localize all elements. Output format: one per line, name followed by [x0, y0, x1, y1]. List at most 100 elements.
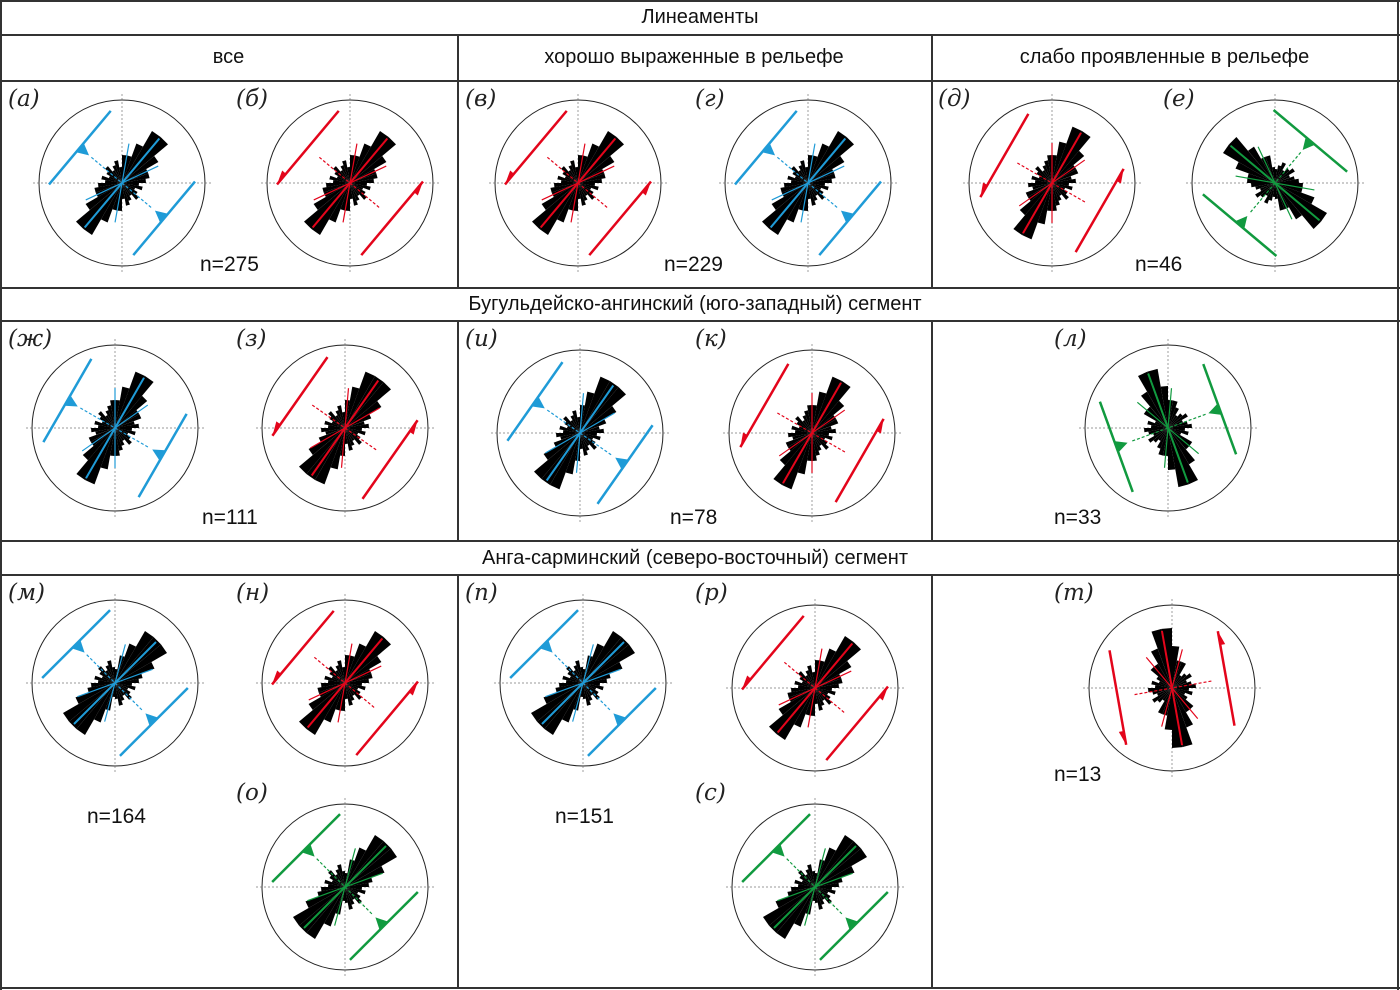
- rose-petal: [812, 433, 817, 461]
- rose-petal: [541, 183, 578, 210]
- slip-vector-line: [776, 156, 840, 210]
- rose-petal: [345, 835, 384, 887]
- rose-diagram: [726, 798, 904, 976]
- rose-petal: [107, 405, 115, 428]
- rose-petal: [812, 419, 839, 433]
- rose-petal: [1163, 428, 1168, 456]
- rose-petal: [1156, 676, 1172, 688]
- rose-petal: [342, 160, 350, 183]
- rose-petal: [115, 386, 130, 428]
- rose-petal: [812, 433, 820, 456]
- fault-line: [979, 113, 1030, 198]
- rose-petal: [798, 671, 815, 688]
- rose-petal: [345, 847, 366, 887]
- column-divider: [931, 320, 933, 540]
- rose-petal: [345, 428, 348, 444]
- rose-diagram: [723, 344, 901, 522]
- rose-petal: [808, 183, 818, 201]
- rose-petal: [583, 644, 635, 683]
- rose-petal: [331, 676, 345, 683]
- rose-diagram: [719, 94, 897, 272]
- rose-petal: [815, 688, 823, 711]
- panel-label: (в): [465, 86, 497, 112]
- rose-petal: [345, 673, 373, 683]
- rose-petal: [1275, 178, 1299, 183]
- rose-petal: [550, 433, 580, 490]
- rose-petal: [583, 683, 591, 706]
- rose-petal: [808, 178, 832, 183]
- rose-petal: [763, 887, 815, 926]
- rose-petal: [787, 183, 808, 223]
- rose-petal: [1144, 428, 1168, 433]
- rose-petal: [575, 660, 583, 683]
- rose-petal: [583, 683, 597, 690]
- rose-petal: [1158, 428, 1168, 441]
- rose-petal: [85, 183, 122, 210]
- rose-petal: [1229, 137, 1275, 183]
- thrust-triangle-icon: [145, 713, 159, 727]
- rose-petal: [115, 428, 131, 440]
- rose-petal: [805, 869, 815, 887]
- rose-petal: [1168, 413, 1183, 428]
- rose-petal: [335, 869, 345, 887]
- thrust-triangle-icon: [71, 639, 85, 653]
- rose-petal: [105, 415, 115, 428]
- rose-petal: [1019, 183, 1052, 216]
- rose-petal: [583, 643, 604, 683]
- rose-diagram: [963, 94, 1141, 272]
- rose-petal: [554, 183, 578, 188]
- rose-petal: [1052, 141, 1067, 183]
- rose-petal: [532, 183, 578, 229]
- rose-petal: [1275, 169, 1278, 183]
- rose-petal: [531, 683, 583, 722]
- rose-petal: [122, 183, 125, 199]
- rose-petal: [1275, 183, 1302, 220]
- rose-petal: [1052, 183, 1068, 195]
- slip-arrow-icon: [408, 681, 418, 696]
- rose-petal: [557, 183, 578, 223]
- rose-petal: [345, 887, 359, 894]
- rose-petal: [580, 433, 590, 446]
- rose-petal: [1168, 428, 1190, 450]
- rose-petal: [1162, 688, 1172, 701]
- rose-petal: [115, 683, 129, 690]
- table-divider: [0, 34, 1400, 36]
- rose-petal: [114, 160, 122, 183]
- slip-vector-line: [1248, 151, 1302, 215]
- rose-petal: [1168, 415, 1178, 428]
- rose-petal: [1168, 428, 1189, 436]
- rose-petal: [808, 183, 816, 206]
- rose-petal: [1168, 428, 1198, 485]
- panel-label: (с): [695, 780, 726, 806]
- rose-petal: [1052, 183, 1069, 200]
- rose-petal: [1172, 688, 1193, 728]
- table-title: Линеаменты: [641, 6, 759, 28]
- rose-petal: [805, 675, 815, 688]
- rose-petal: [1255, 183, 1275, 190]
- rose-petal: [812, 433, 828, 445]
- slip-vector-line: [342, 143, 358, 223]
- rose-petal: [1164, 688, 1172, 730]
- slip-vector-line: [546, 409, 614, 457]
- rose-petal: [559, 425, 580, 433]
- rose-group: [256, 594, 434, 772]
- rose-petal: [1153, 428, 1168, 443]
- thrust-triangle-icon: [64, 395, 78, 407]
- rose-petal: [115, 428, 125, 441]
- rose-diagram: [256, 798, 434, 976]
- rose-petal: [329, 175, 350, 183]
- rose-petal: [815, 887, 825, 900]
- rose-petal: [583, 631, 622, 683]
- rose-petal: [1275, 183, 1278, 199]
- fault-line: [818, 180, 882, 256]
- rose-diagram: [726, 599, 904, 777]
- rose-petal: [578, 183, 581, 199]
- rose-petal: [799, 875, 815, 887]
- rose-petal: [345, 683, 361, 695]
- rose-petal: [329, 183, 350, 223]
- rose-petal: [794, 680, 815, 688]
- rose-petal: [122, 178, 146, 183]
- rose-petal: [308, 683, 345, 710]
- rose-petal: [807, 665, 815, 688]
- slip-arrow-icon: [272, 421, 281, 436]
